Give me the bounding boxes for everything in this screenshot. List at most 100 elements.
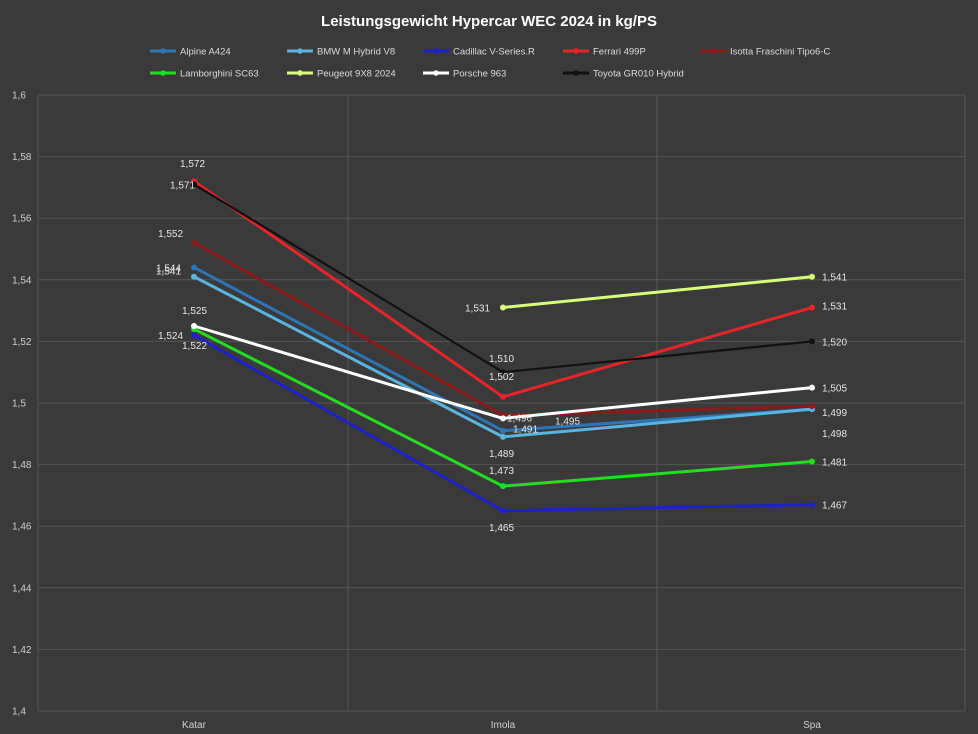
legend-label: Isotta Fraschini Tipo6-C — [730, 47, 830, 58]
legend-marker — [297, 70, 303, 76]
legend-marker — [433, 48, 439, 54]
legend-marker — [433, 70, 439, 76]
legend-item: Ferrari 499P — [563, 47, 646, 58]
data-label: 1,496 — [507, 413, 532, 424]
data-label: 1,510 — [489, 354, 514, 365]
legend-item: Lamborghini SC63 — [150, 69, 259, 80]
data-label: 1,571 — [170, 180, 195, 191]
legend-marker — [297, 48, 303, 54]
series-lines — [191, 178, 815, 514]
data-point — [809, 273, 815, 280]
data-point — [191, 264, 197, 271]
series-path — [193, 266, 813, 433]
legend-label: Ferrari 499P — [593, 47, 646, 58]
y-tick-label: 1,54 — [12, 275, 32, 286]
data-point — [500, 507, 506, 514]
legend-marker — [160, 70, 166, 76]
legend-item: Toyota GR010 Hybrid — [563, 69, 684, 80]
series-line — [191, 178, 815, 400]
legend-label: Lamborghini SC63 — [180, 69, 259, 80]
legend-item: Porsche 963 — [423, 69, 506, 80]
data-point — [191, 181, 197, 188]
data-point — [500, 483, 506, 490]
y-tick-label: 1,44 — [12, 583, 32, 594]
y-tick-label: 1,42 — [12, 645, 32, 656]
data-point — [500, 304, 506, 311]
data-point — [500, 427, 506, 434]
x-tick-label: Katar — [182, 720, 207, 731]
data-label: 1,473 — [489, 466, 514, 477]
legend-item: Isotta Fraschini Tipo6-C — [700, 47, 830, 58]
data-point — [191, 239, 197, 246]
chart-title: Leistungsgewicht Hypercar WEC 2024 in kg… — [321, 13, 657, 30]
series-line — [191, 323, 815, 422]
y-tick-label: 1,46 — [12, 522, 32, 533]
data-point — [500, 393, 506, 400]
series-path — [502, 275, 813, 310]
data-point — [191, 332, 197, 339]
series-line — [191, 239, 815, 419]
data-label: 1,531 — [822, 302, 847, 313]
data-label: 1,491 — [513, 425, 538, 436]
legend-label: Cadillac V-Series.R — [453, 47, 535, 58]
data-point — [500, 415, 506, 422]
data-label: 1,499 — [822, 408, 847, 419]
data-label: 1,502 — [489, 372, 514, 383]
y-tick-label: 1,58 — [12, 152, 32, 163]
data-label: 1,552 — [158, 229, 183, 240]
legend-label: Alpine A424 — [180, 47, 231, 58]
data-point — [809, 501, 815, 508]
y-tick-label: 1,6 — [12, 91, 26, 102]
y-tick-label: 1,5 — [12, 399, 26, 410]
data-point — [809, 458, 815, 465]
data-label: 1,465 — [489, 523, 514, 534]
data-point — [191, 273, 197, 280]
legend-label: Toyota GR010 Hybrid — [593, 69, 684, 80]
data-labels: 1,5721,5711,5521,5441,5411,5251,5241,522… — [156, 159, 847, 534]
data-label: 1,489 — [489, 449, 514, 460]
legend-item: BMW M Hybrid V8 — [287, 47, 395, 58]
series-line — [500, 273, 815, 311]
legend-marker — [573, 70, 579, 76]
series-line — [191, 181, 815, 376]
data-label: 1,495 — [555, 416, 580, 427]
data-label: 1,541 — [156, 267, 181, 278]
legend-item: Alpine A424 — [150, 47, 231, 58]
data-label: 1,531 — [465, 304, 490, 315]
data-label: 1,524 — [158, 331, 183, 342]
legend-item: Peugeot 9X8 2024 — [287, 69, 396, 80]
legend-label: Peugeot 9X8 2024 — [317, 69, 396, 80]
data-point — [809, 403, 815, 410]
data-point — [809, 384, 815, 391]
legend-marker — [573, 48, 579, 54]
legend-marker — [710, 48, 716, 54]
data-label: 1,520 — [822, 337, 847, 348]
series-line — [191, 332, 815, 514]
x-tick-label: Spa — [803, 720, 821, 731]
x-tick-label: Imola — [491, 720, 516, 731]
data-point — [500, 433, 506, 440]
data-point — [191, 323, 197, 329]
data-point — [809, 338, 815, 345]
data-label: 1,525 — [182, 306, 207, 317]
y-tick-label: 1,56 — [12, 214, 32, 225]
y-tick-label: 1,48 — [12, 460, 32, 471]
data-point — [500, 369, 506, 376]
data-label: 1,498 — [822, 429, 847, 440]
data-label: 1,572 — [180, 159, 205, 170]
legend-item: Cadillac V-Series.R — [423, 47, 535, 58]
legend: Alpine A424 BMW M Hybrid V8 Cadillac V-Ser… — [150, 47, 830, 80]
legend-marker — [160, 48, 166, 54]
y-tick-label: 1,4 — [12, 707, 26, 718]
data-label: 1,505 — [822, 384, 847, 395]
data-label: 1,541 — [822, 273, 847, 284]
data-label: 1,467 — [822, 501, 847, 512]
legend-label: BMW M Hybrid V8 — [317, 47, 395, 58]
data-point — [809, 304, 815, 311]
axes: 1,4 1,42 1,44 1,46 1,48 1,5 1,52 1,54 1,56 1,58 1,… — [12, 91, 821, 732]
data-label: 1,481 — [822, 458, 847, 469]
legend-label: Porsche 963 — [453, 69, 506, 80]
data-label: 1,522 — [182, 341, 207, 352]
